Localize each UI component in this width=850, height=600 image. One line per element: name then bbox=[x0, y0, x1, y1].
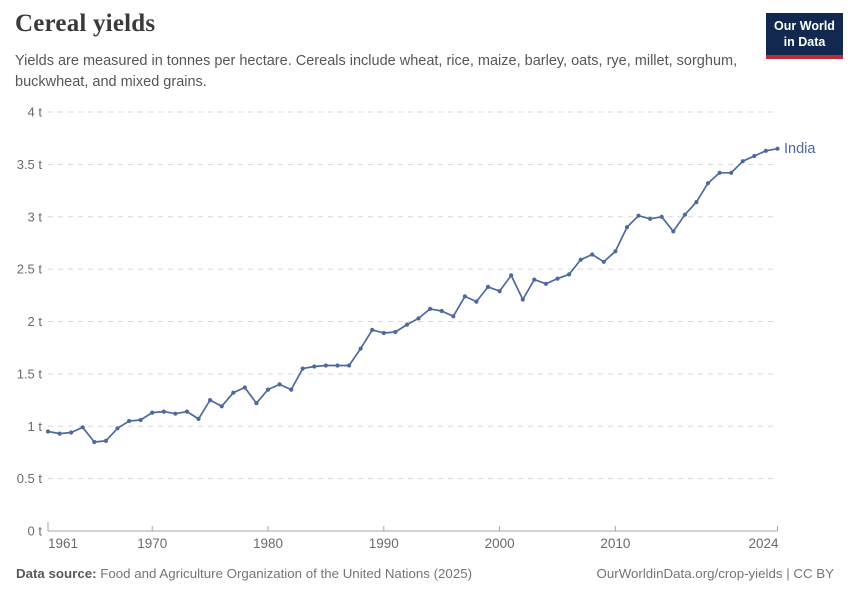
data-point[interactable] bbox=[370, 327, 375, 332]
owid-logo[interactable]: Our World in Data bbox=[766, 13, 843, 60]
data-point[interactable] bbox=[393, 329, 398, 335]
data-source-label: Data source: bbox=[16, 566, 97, 581]
chart-subtitle: Yields are measured in tonnes per hectar… bbox=[15, 53, 738, 90]
india-series-line bbox=[47, 147, 779, 443]
y-tick-label: 0.5 t bbox=[17, 471, 43, 486]
owid-logo-line1: Our World bbox=[774, 19, 835, 33]
data-point[interactable] bbox=[150, 410, 155, 415]
data-source: Data source: Food and Agriculture Organi… bbox=[16, 566, 472, 581]
data-point[interactable] bbox=[57, 431, 62, 436]
data-source-text: Food and Agriculture Organization of the… bbox=[96, 566, 473, 581]
data-point[interactable] bbox=[428, 306, 433, 311]
data-point[interactable] bbox=[543, 281, 549, 286]
page-title: Cereal yields bbox=[15, 10, 156, 37]
data-point[interactable] bbox=[752, 153, 757, 159]
data-point[interactable] bbox=[173, 411, 178, 416]
data-point[interactable] bbox=[775, 146, 780, 151]
data-point[interactable] bbox=[555, 276, 560, 281]
data-point[interactable] bbox=[578, 257, 583, 262]
series-label-india[interactable]: India bbox=[784, 141, 816, 157]
data-point[interactable] bbox=[729, 170, 734, 175]
data-point[interactable] bbox=[92, 439, 97, 445]
data-point[interactable] bbox=[127, 418, 132, 424]
data-point[interactable] bbox=[404, 322, 410, 327]
data-point[interactable] bbox=[231, 390, 236, 395]
data-point[interactable] bbox=[462, 294, 467, 299]
data-point[interactable] bbox=[323, 363, 328, 368]
data-point[interactable] bbox=[648, 216, 653, 221]
data-point[interactable] bbox=[80, 425, 85, 430]
data-point[interactable] bbox=[242, 385, 247, 390]
x-tick-label: 2010 bbox=[600, 536, 630, 551]
x-tick-label: 2000 bbox=[485, 536, 515, 551]
footer-license-link[interactable]: OurWorldinData.org/crop-yields | CC BY bbox=[596, 566, 834, 581]
data-point[interactable] bbox=[184, 409, 190, 414]
data-point[interactable] bbox=[532, 277, 537, 282]
data-point[interactable] bbox=[69, 430, 74, 435]
data-point[interactable] bbox=[347, 363, 352, 368]
x-tick-label: 1961 bbox=[48, 536, 78, 551]
owid-logo-line2: in Data bbox=[783, 34, 826, 49]
y-tick-label: 2 t bbox=[28, 314, 43, 329]
data-point[interactable] bbox=[381, 330, 386, 336]
data-point[interactable] bbox=[103, 438, 108, 443]
data-point[interactable] bbox=[277, 382, 282, 387]
x-tick-label: 2024 bbox=[748, 536, 779, 551]
data-point[interactable] bbox=[659, 214, 664, 219]
data-point[interactable] bbox=[567, 272, 572, 277]
data-point[interactable] bbox=[138, 417, 143, 423]
data-point[interactable] bbox=[601, 259, 606, 264]
data-point[interactable] bbox=[358, 346, 363, 351]
y-tick-label: 0 t bbox=[28, 524, 43, 539]
data-point[interactable] bbox=[289, 387, 294, 392]
data-point[interactable] bbox=[312, 364, 317, 369]
data-point[interactable] bbox=[300, 366, 305, 371]
chart-canvas: 0 t 0.5 t 1 t 1.5 t 2 t 2.5 t 3 t 3.5 t 4 t 1961 1… bbox=[17, 105, 817, 552]
data-point[interactable] bbox=[115, 426, 120, 431]
data-point[interactable] bbox=[694, 200, 699, 205]
data-point[interactable] bbox=[705, 181, 711, 186]
line-chart: 0 t 0.5 t 1 t 1.5 t 2 t 2.5 t 3 t 3.5 t 4 t 1961 1… bbox=[0, 95, 850, 560]
data-point[interactable] bbox=[671, 229, 676, 234]
y-tick-label: 1.5 t bbox=[17, 366, 43, 381]
data-point[interactable] bbox=[254, 401, 259, 406]
x-tick-label: 1990 bbox=[369, 536, 399, 551]
data-point[interactable] bbox=[520, 297, 525, 302]
data-point[interactable] bbox=[439, 308, 444, 314]
data-point[interactable] bbox=[265, 387, 271, 392]
data-point[interactable] bbox=[45, 429, 51, 434]
data-point[interactable] bbox=[740, 159, 745, 164]
data-point[interactable] bbox=[636, 213, 641, 218]
data-point[interactable] bbox=[416, 316, 421, 321]
y-tick-label: 1 t bbox=[28, 419, 43, 434]
y-tick-label: 3 t bbox=[28, 209, 43, 224]
x-tick-label: 1980 bbox=[253, 536, 283, 551]
data-point[interactable] bbox=[161, 409, 166, 414]
data-point[interactable] bbox=[682, 212, 688, 217]
data-point[interactable] bbox=[208, 398, 213, 403]
data-point[interactable] bbox=[451, 314, 456, 319]
data-point[interactable] bbox=[509, 273, 514, 278]
y-tick-label: 2.5 t bbox=[17, 262, 43, 277]
x-tick-label: 1970 bbox=[137, 536, 167, 551]
data-point[interactable] bbox=[613, 249, 618, 254]
data-point[interactable] bbox=[763, 148, 769, 153]
y-tick-label: 4 t bbox=[28, 105, 43, 120]
data-point[interactable] bbox=[219, 404, 224, 409]
data-point[interactable] bbox=[590, 252, 595, 257]
data-point[interactable] bbox=[196, 416, 201, 421]
y-tick-label: 3.5 t bbox=[17, 157, 43, 172]
data-point[interactable] bbox=[474, 299, 479, 304]
data-point[interactable] bbox=[624, 225, 630, 230]
data-point[interactable] bbox=[485, 284, 491, 289]
chart-footer: Data source: Food and Agriculture Organi… bbox=[16, 566, 834, 581]
data-point[interactable] bbox=[497, 289, 502, 294]
data-point[interactable] bbox=[335, 363, 340, 368]
data-point[interactable] bbox=[717, 170, 722, 175]
